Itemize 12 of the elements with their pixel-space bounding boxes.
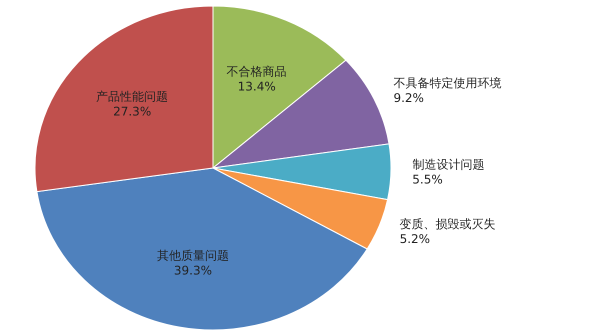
data-label: 5.5%: [412, 172, 443, 186]
slice-label: 其他质量问题: [156, 248, 229, 262]
slice-label: 变质、损毁或灭失: [400, 216, 496, 231]
data-label: 5.2%: [400, 232, 430, 246]
slice-label: 产品性能问题: [96, 89, 168, 104]
slice-label: 制造设计问题: [412, 157, 484, 172]
data-label: 13.4%: [238, 79, 276, 94]
slice-label: 不合格商品: [226, 64, 287, 78]
data-label: 27.3%: [113, 104, 152, 118]
data-label: 9.2%: [393, 90, 424, 105]
slice-label: 不具备特定使用环境: [393, 76, 502, 90]
data-label: 39.3%: [174, 263, 212, 278]
